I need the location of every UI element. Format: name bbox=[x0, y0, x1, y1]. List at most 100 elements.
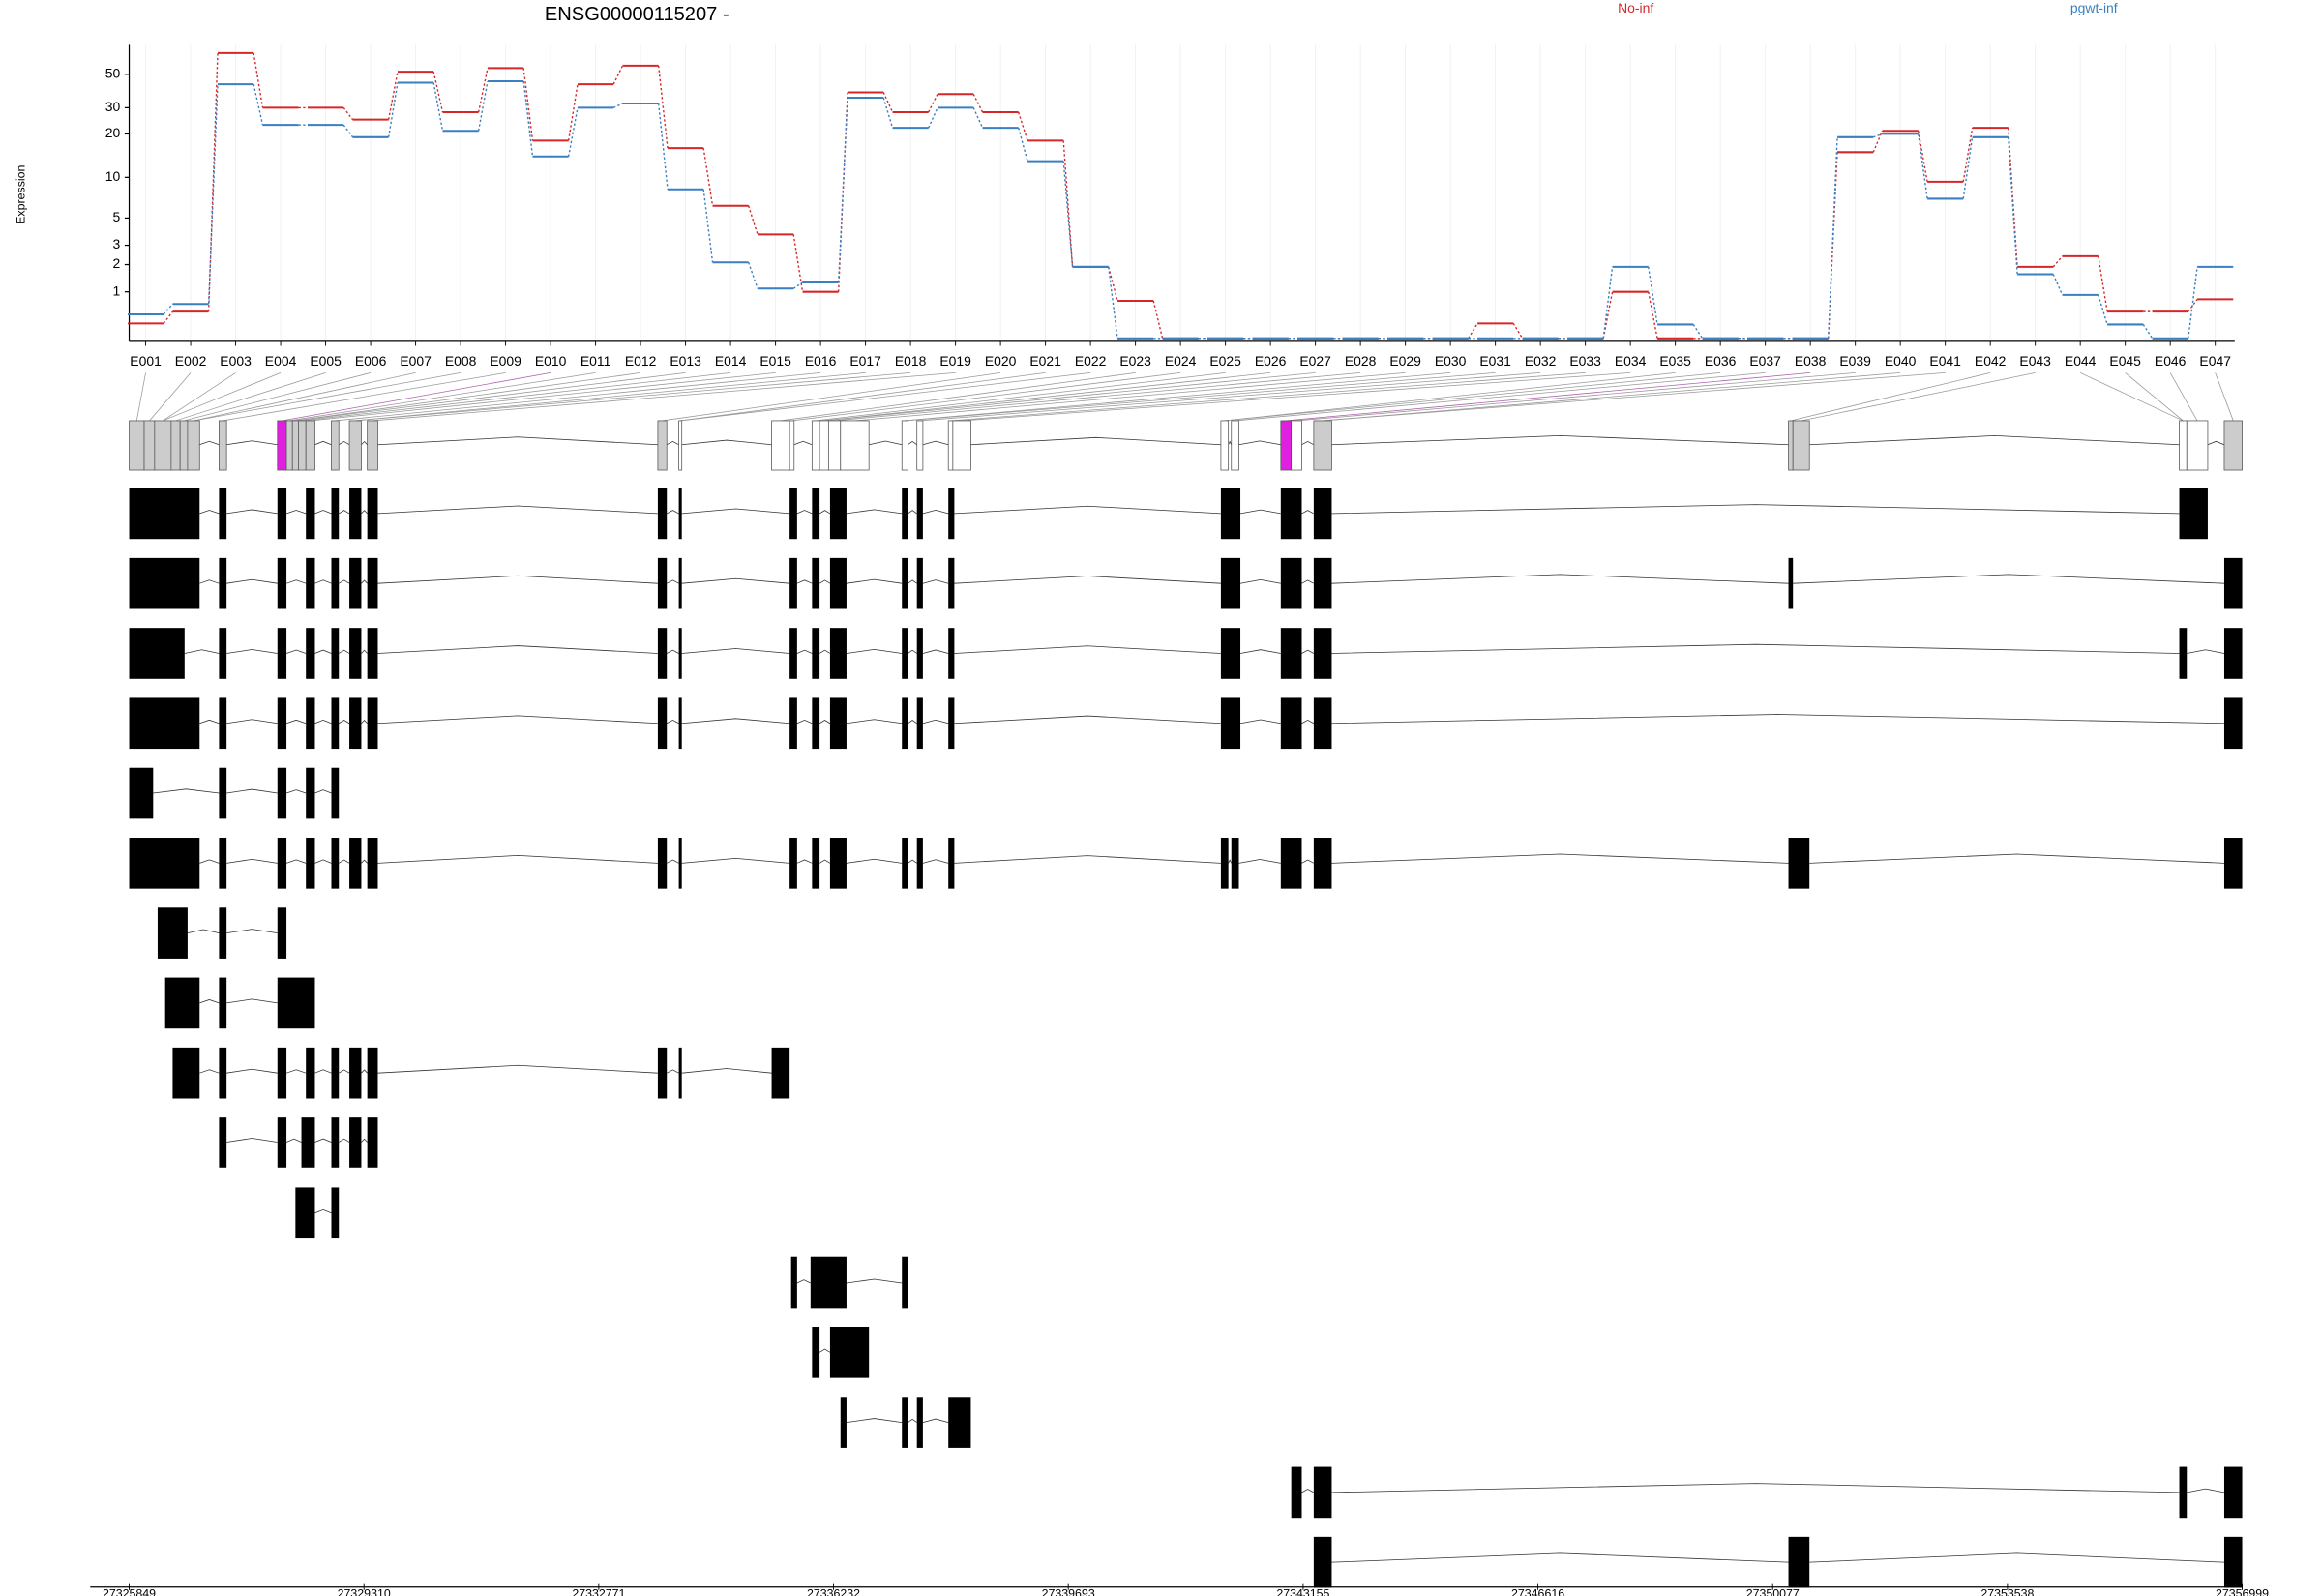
exon-box bbox=[1313, 420, 1332, 471]
intron bbox=[199, 510, 220, 515]
intron bbox=[1301, 579, 1315, 584]
x-tick-label: E001 bbox=[130, 353, 162, 369]
exon-box bbox=[170, 420, 181, 471]
exon-link bbox=[680, 372, 1046, 422]
transcript-exon bbox=[306, 1047, 315, 1099]
x-tick-label: E036 bbox=[1705, 353, 1737, 369]
step-connector bbox=[2142, 324, 2154, 340]
step-connector bbox=[1108, 266, 1118, 302]
exon-link bbox=[1323, 372, 1901, 422]
exon-link bbox=[2080, 372, 2184, 422]
step-connector bbox=[1828, 136, 1838, 339]
intron bbox=[226, 578, 278, 584]
exon-box bbox=[129, 420, 145, 471]
y-tick-label: 30 bbox=[105, 99, 121, 114]
x-tick-label: E022 bbox=[1075, 353, 1107, 369]
x-tick-label: E030 bbox=[1435, 353, 1467, 369]
intron bbox=[226, 998, 278, 1004]
intron bbox=[1239, 649, 1281, 654]
exon-box bbox=[947, 420, 954, 471]
transcript-exon bbox=[902, 838, 908, 889]
transcript-exon bbox=[349, 838, 362, 889]
x-tick-label: E005 bbox=[310, 353, 342, 369]
intron bbox=[1301, 859, 1315, 864]
transcript-exon bbox=[790, 1256, 797, 1309]
intron bbox=[226, 929, 278, 933]
x-tick-label: E007 bbox=[400, 353, 432, 369]
exon-link bbox=[163, 372, 236, 422]
x-tick-label: E035 bbox=[1659, 353, 1691, 369]
transcript-exon bbox=[948, 628, 955, 679]
transcript-exon bbox=[1280, 488, 1302, 540]
step-connector bbox=[882, 97, 894, 129]
genomic-tick-label: 27350077 bbox=[1746, 1587, 1800, 1596]
step-connector bbox=[387, 72, 399, 120]
intron bbox=[2187, 649, 2225, 654]
chart-title: ENSG00000115207 - bbox=[545, 4, 729, 25]
intron bbox=[796, 719, 813, 724]
transcript-exon bbox=[812, 838, 820, 889]
x-tick-label: E003 bbox=[220, 353, 252, 369]
step-connector bbox=[477, 80, 489, 132]
transcript-exon bbox=[1788, 557, 1794, 609]
genomic-tick-label: 27336232 bbox=[807, 1587, 860, 1596]
transcript-exon bbox=[1313, 488, 1332, 540]
transcript-exon bbox=[129, 628, 185, 679]
transcript-exon bbox=[219, 977, 227, 1029]
step-connector bbox=[1962, 136, 1974, 199]
intron bbox=[1301, 1489, 1315, 1493]
genomic-tick-label: 27346616 bbox=[1511, 1587, 1564, 1596]
transcript-exon bbox=[657, 838, 668, 889]
intron bbox=[314, 649, 332, 654]
x-tick-label: E013 bbox=[670, 353, 701, 369]
intron bbox=[1301, 720, 1315, 724]
step-connector bbox=[792, 234, 804, 292]
transcript-exon bbox=[789, 488, 797, 540]
genomic-tick-label: 27343155 bbox=[1276, 1587, 1329, 1596]
transcript-exon bbox=[301, 1117, 315, 1168]
intron bbox=[1239, 719, 1281, 724]
transcript-exon bbox=[331, 1117, 340, 1168]
exon-box bbox=[2223, 420, 2243, 471]
transcript-exon bbox=[2179, 488, 2208, 540]
step-connector bbox=[702, 147, 714, 206]
intron bbox=[339, 720, 350, 724]
intron bbox=[954, 715, 1221, 724]
step-connector bbox=[928, 107, 938, 129]
intron bbox=[846, 578, 903, 584]
transcript-exon bbox=[331, 1187, 340, 1239]
transcript-exon bbox=[2223, 1466, 2243, 1519]
transcript-exon bbox=[789, 628, 797, 679]
intron bbox=[1238, 859, 1281, 864]
transcript-exon bbox=[164, 977, 200, 1029]
transcript-exon bbox=[219, 838, 227, 889]
step-connector bbox=[1468, 322, 1478, 340]
intron bbox=[226, 509, 278, 515]
step-connector bbox=[972, 93, 984, 113]
exon-link bbox=[372, 372, 956, 422]
exon-box bbox=[367, 420, 378, 471]
transcript-exon bbox=[331, 838, 340, 889]
transcript-exon bbox=[349, 1117, 362, 1168]
genomic-tick-label: 27325849 bbox=[103, 1587, 156, 1596]
intron bbox=[314, 440, 332, 446]
exon-box bbox=[771, 420, 790, 471]
intron bbox=[1331, 853, 1789, 864]
transcript-exon bbox=[902, 628, 908, 679]
intron bbox=[226, 788, 278, 794]
intron bbox=[314, 1208, 332, 1214]
intron bbox=[681, 1068, 772, 1074]
intron bbox=[314, 1069, 332, 1074]
intron bbox=[153, 788, 220, 794]
step-connector bbox=[1512, 322, 1524, 340]
exon-link bbox=[175, 372, 326, 422]
exon-box bbox=[2179, 420, 2188, 471]
intron bbox=[361, 649, 368, 654]
x-tick-label: E017 bbox=[849, 353, 881, 369]
intron bbox=[869, 440, 903, 446]
intron bbox=[667, 859, 679, 864]
step-connector bbox=[2098, 255, 2108, 312]
transcript-exon bbox=[295, 1187, 315, 1239]
step-connector bbox=[2052, 274, 2064, 296]
